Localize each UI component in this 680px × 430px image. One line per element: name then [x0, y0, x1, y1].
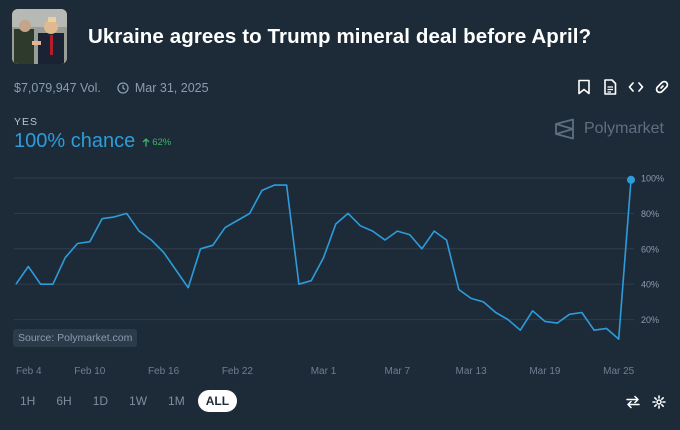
swap-arrows-icon[interactable] — [626, 395, 640, 414]
market-image-graphic — [12, 9, 67, 64]
range-1d[interactable]: 1D — [92, 394, 109, 408]
range-1h[interactable]: 1H — [20, 394, 36, 408]
arrow-up-icon — [142, 138, 150, 147]
x-tick-label: Mar 7 — [385, 366, 411, 377]
market-meta: $7,079,947 Vol. Mar 31, 2025 — [14, 81, 209, 95]
range-6h[interactable]: 6H — [56, 394, 72, 408]
chart-grid — [14, 177, 634, 321]
outcome-label: YES — [14, 116, 39, 128]
volume-text: $7,079,947 Vol. — [14, 81, 101, 95]
document-icon[interactable] — [602, 79, 618, 95]
x-tick-label: Feb 4 — [16, 366, 42, 377]
clock-icon — [117, 82, 129, 94]
x-tick-label: Mar 13 — [456, 366, 488, 377]
range-all[interactable]: ALL — [197, 390, 238, 412]
x-tick-label: Feb 16 — [148, 366, 180, 377]
market-title: Ukraine agrees to Trump mineral deal bef… — [88, 24, 592, 48]
bookmark-icon[interactable] — [576, 79, 592, 95]
y-tick-label: 20% — [641, 315, 659, 325]
change-text: 62% — [152, 137, 172, 148]
brand-name: Polymarket — [583, 120, 664, 137]
x-tick-label: Mar 1 — [311, 366, 337, 377]
market-header: Ukraine agrees to Trump mineral deal bef… — [12, 9, 591, 64]
source-label: Source: Polymarket.com — [13, 329, 138, 347]
market-toolbar — [576, 79, 670, 95]
current-value-point — [627, 175, 635, 184]
polymarket-logo-icon — [555, 118, 574, 140]
y-tick-label: 40% — [641, 280, 659, 290]
x-tick-label: Feb 22 — [222, 366, 254, 377]
chance-display: 100% chance 62% — [14, 130, 171, 153]
link-icon[interactable] — [654, 79, 670, 95]
y-axis-ticks: 20% 40% 60% 80% 100% — [641, 174, 664, 326]
chart-controls — [626, 395, 666, 414]
time-range-selector: 1H 6H 1D 1W 1M ALL — [12, 390, 242, 412]
series-line-yes — [15, 179, 632, 340]
market-image[interactable] — [12, 9, 67, 64]
end-date-text: Mar 31, 2025 — [134, 81, 209, 95]
range-1m[interactable]: 1M — [168, 394, 185, 408]
change-indicator: 62% — [142, 137, 171, 148]
chance-text: 100% chance — [14, 130, 136, 152]
y-tick-label: 100% — [641, 174, 664, 184]
embed-code-icon[interactable] — [628, 79, 644, 95]
series-points — [627, 175, 635, 184]
price-chart[interactable]: 20% 40% 60% 80% 100% Feb 4 Feb 10 Feb 16 Feb 22… — [0, 160, 680, 385]
y-tick-label: 80% — [641, 209, 659, 219]
settings-gear-icon[interactable] — [652, 395, 666, 414]
x-tick-label: Mar 25 — [603, 366, 635, 377]
range-1w[interactable]: 1W — [129, 394, 148, 408]
y-tick-label: 60% — [641, 244, 659, 254]
x-tick-label: Feb 10 — [74, 366, 106, 377]
polymarket-logo: Polymarket — [554, 118, 664, 140]
x-axis-ticks: Feb 4 Feb 10 Feb 16 Feb 22 Mar 1 Mar 7 Mar 13 M… — [16, 366, 635, 377]
x-tick-label: Mar 19 — [529, 366, 561, 377]
